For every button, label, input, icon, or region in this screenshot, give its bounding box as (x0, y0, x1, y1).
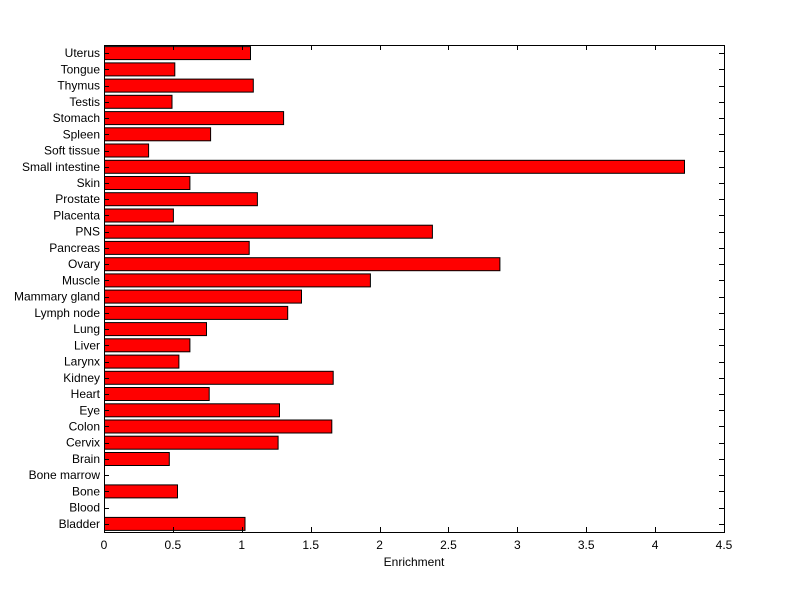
y-tick-label-liver: Liver (74, 338, 100, 352)
y-tick-label-pancreas: Pancreas (49, 241, 100, 255)
x-tick-label-9: 4.5 (716, 538, 733, 552)
y-tick-label-uterus: Uterus (65, 46, 100, 60)
y-tick-label-bone: Bone (72, 484, 100, 498)
bar-ovary (104, 257, 501, 272)
bars-layer (104, 46, 685, 531)
y-tick-label-lymph-node: Lymph node (34, 306, 100, 320)
y-tick-label-soft-tissue: Soft tissue (44, 144, 100, 158)
bar-lymph-node (104, 305, 289, 320)
y-tick-label-larynx: Larynx (64, 355, 100, 369)
y-tick-label-cervix: Cervix (66, 436, 100, 450)
bar-eye (104, 403, 280, 418)
y-tick-label-colon: Colon (69, 419, 100, 433)
bar-pancreas (104, 240, 250, 255)
y-tick-label-kidney: Kidney (63, 371, 100, 385)
bar-lung (104, 322, 207, 337)
y-tick-label-blood: Blood (69, 501, 100, 515)
y-tick-label-small-intestine: Small intestine (22, 160, 100, 174)
bar-cervix (104, 435, 279, 450)
bar-stomach (104, 111, 285, 126)
y-tick-label-stomach: Stomach (53, 111, 100, 125)
axes-box (104, 45, 725, 533)
bar-bladder (104, 516, 246, 531)
x-tick-label-8: 4 (652, 538, 659, 552)
x-tick-label-7: 3.5 (578, 538, 595, 552)
x-tick-label-4: 2 (376, 538, 383, 552)
bar-thymus (104, 78, 254, 93)
x-tick-label-2: 1 (238, 538, 245, 552)
bar-colon (104, 419, 333, 434)
bar-kidney (104, 370, 334, 385)
x-tick-label-5: 2.5 (440, 538, 457, 552)
bar-muscle (104, 273, 371, 288)
x-tick-label-0: 0 (101, 538, 108, 552)
bar-pns (104, 224, 433, 239)
x-tick-label-3: 1.5 (302, 538, 319, 552)
y-tick-label-tongue: Tongue (61, 62, 101, 76)
bar-heart (104, 387, 210, 401)
bar-skin (104, 176, 191, 190)
y-tick-label-prostate: Prostate (55, 192, 100, 206)
y-tick-label-bladder: Bladder (59, 517, 100, 531)
bar-small-intestine (104, 159, 685, 174)
bar-liver (104, 338, 191, 353)
bar-bone (104, 484, 178, 499)
x-tick-label-6: 3 (514, 538, 521, 552)
bar-soft-tissue (104, 143, 150, 158)
y-tick-label-ovary: Ovary (68, 257, 100, 271)
y-tick-label-lung: Lung (73, 322, 100, 336)
bar-larynx (104, 354, 180, 369)
y-tick-label-heart: Heart (71, 387, 101, 401)
y-tick-label-skin: Skin (77, 176, 100, 190)
bar-testis (104, 94, 173, 109)
bar-brain (104, 452, 170, 466)
y-tick-label-placenta: Placenta (53, 208, 100, 222)
y-tick-label-brain: Brain (72, 452, 100, 466)
y-tick-label-mammary-gland: Mammary gland (14, 290, 100, 304)
bar-tongue (104, 62, 176, 77)
y-tick-label-bone-marrow: Bone marrow (29, 468, 101, 482)
x-axis-label: Enrichment (384, 555, 445, 569)
bar-uterus (104, 46, 251, 61)
bar-prostate (104, 192, 258, 207)
bar-mammary-gland (104, 289, 302, 304)
y-tick-label-pns: PNS (75, 225, 100, 239)
y-tick-label-muscle: Muscle (62, 273, 100, 287)
y-tick-label-testis: Testis (69, 95, 100, 109)
x-tick-label-1: 0.5 (165, 538, 182, 552)
labels-layer: Bladder Blood Bone Bone marrow Brain Cervix Co… (14, 46, 733, 552)
bar-spleen (104, 127, 212, 142)
y-tick-label-spleen: Spleen (63, 127, 100, 141)
y-tick-label-thymus: Thymus (57, 79, 100, 93)
bar-placenta (104, 208, 174, 223)
y-tick-label-eye: Eye (79, 403, 100, 417)
